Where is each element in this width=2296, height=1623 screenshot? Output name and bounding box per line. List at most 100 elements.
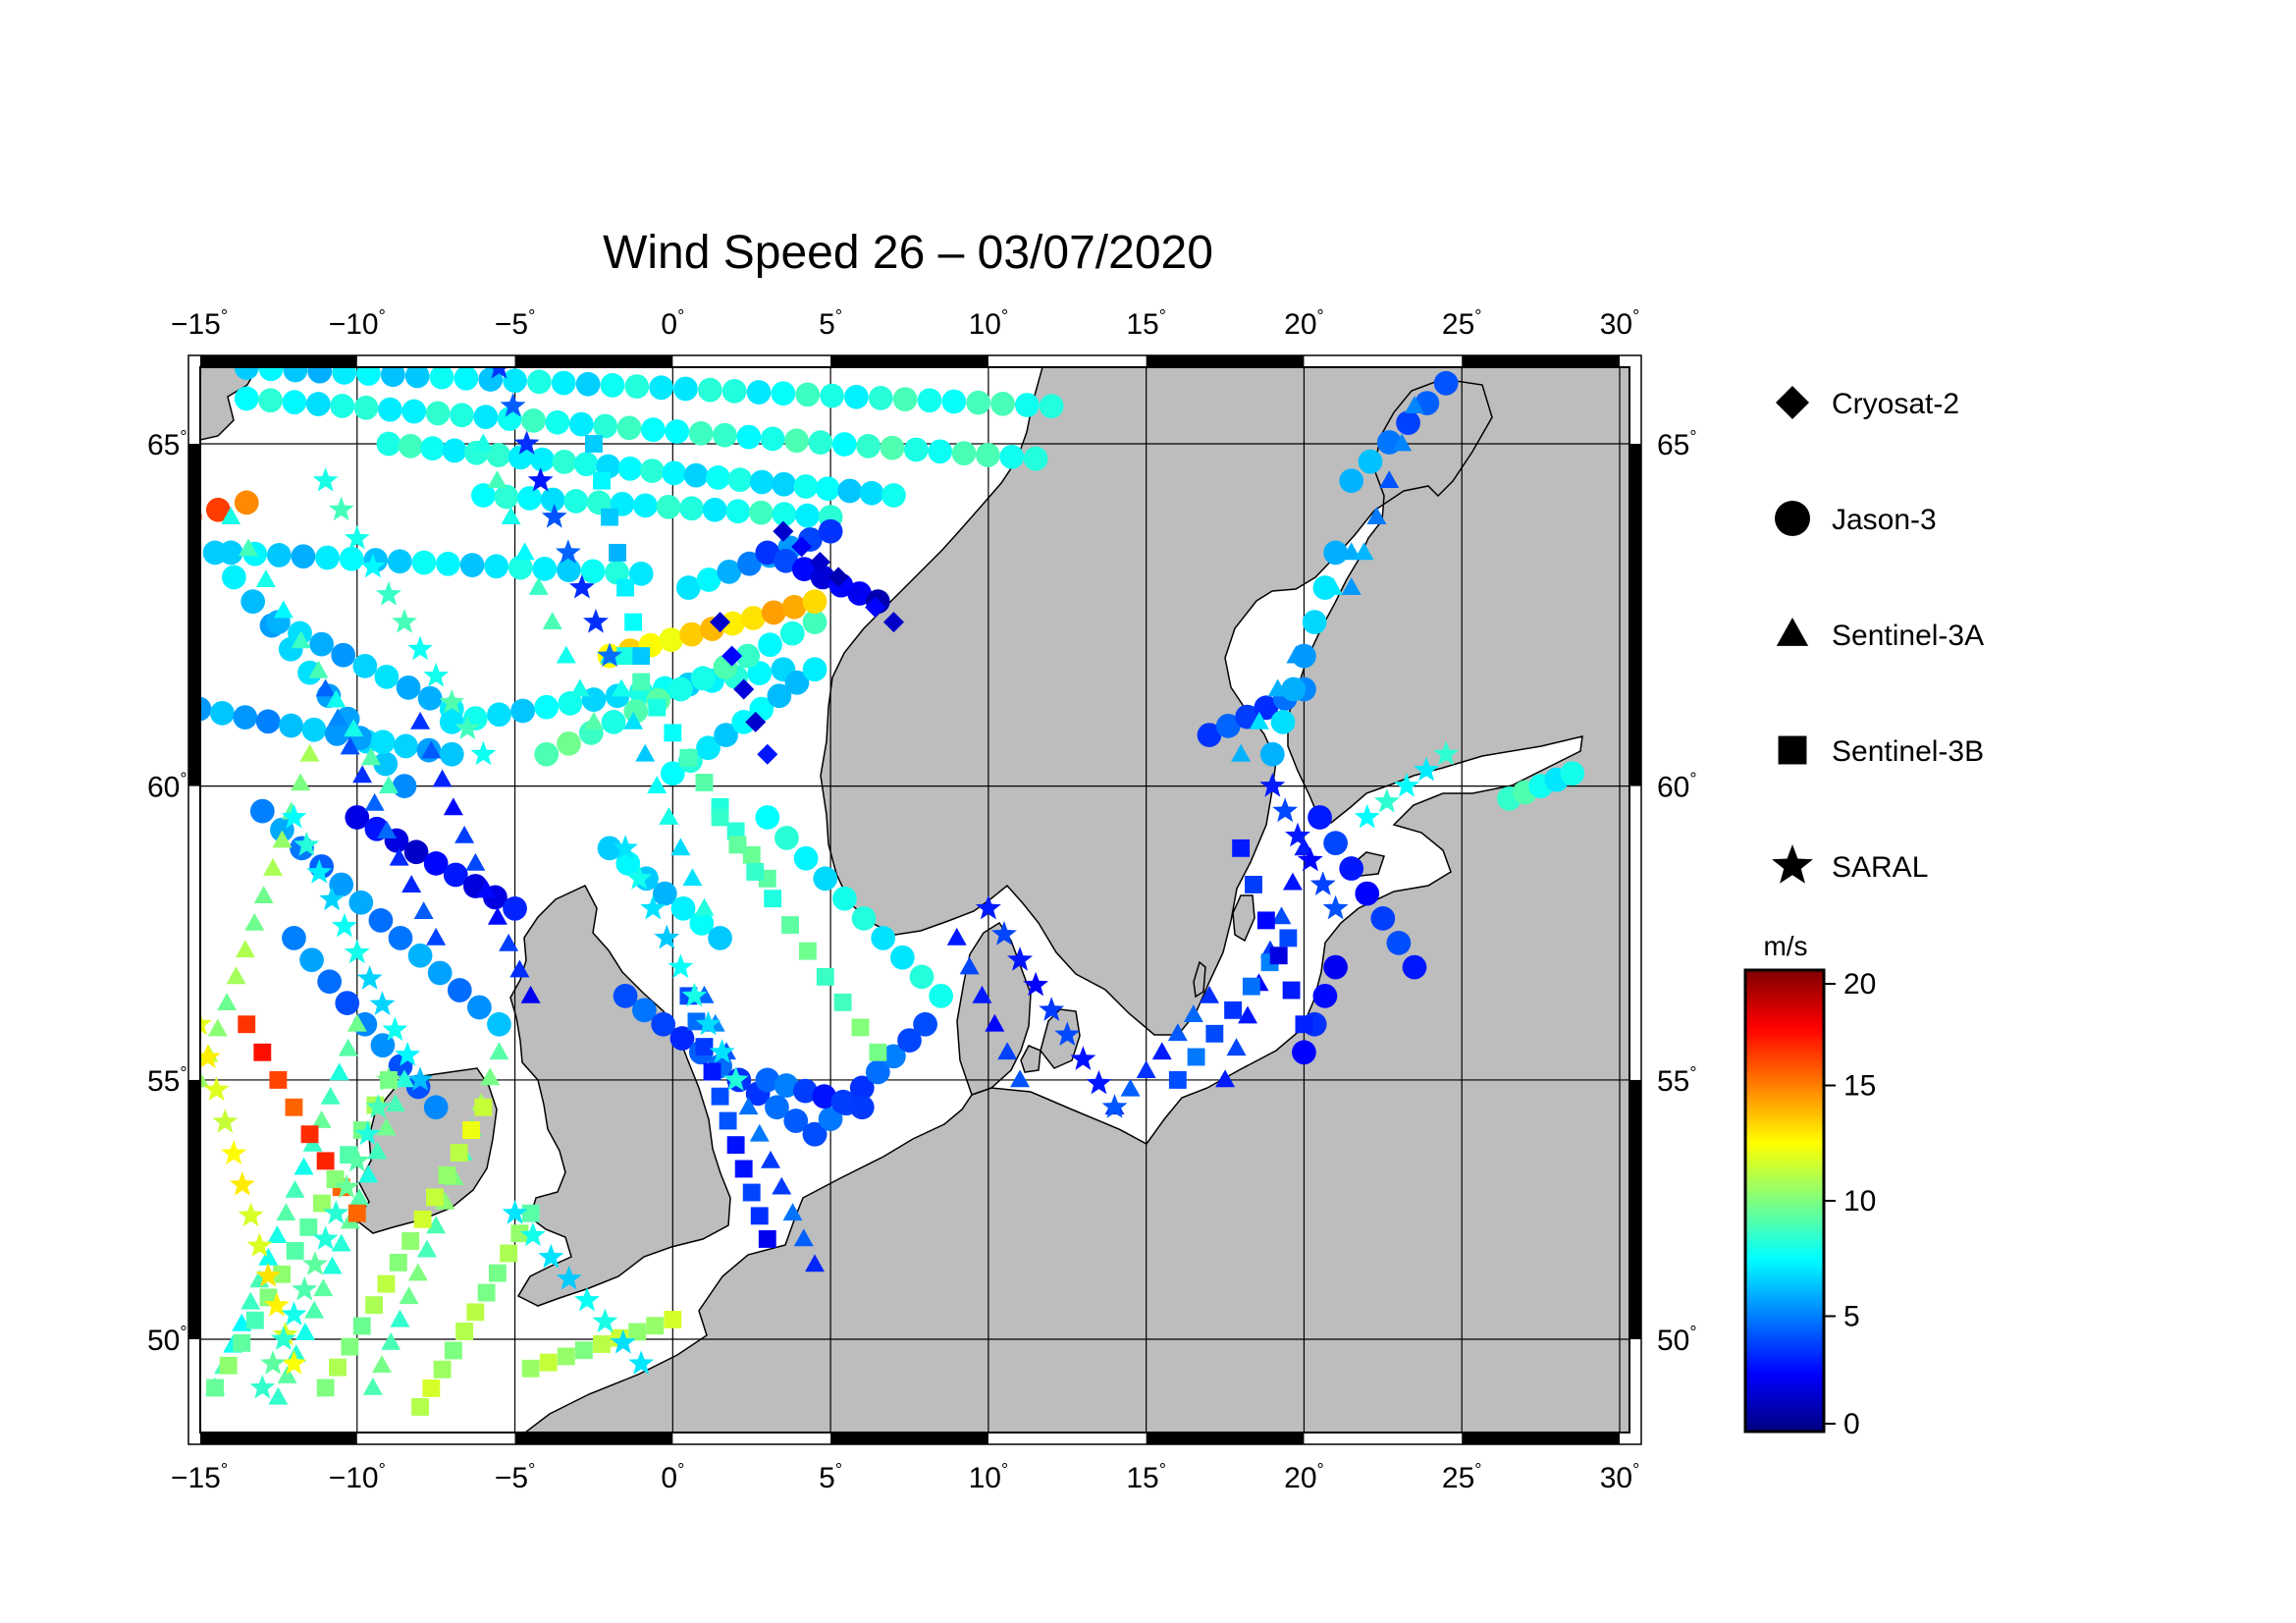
- data-point-circle: [772, 471, 796, 497]
- data-point-diamond: [828, 567, 849, 588]
- lat-tick-label-right: 55°: [1657, 1063, 1697, 1098]
- data-point-star: [1086, 1069, 1112, 1095]
- data-point-triangle: [272, 830, 293, 848]
- data-point-square: [488, 1264, 507, 1282]
- data-point-circle: [1323, 540, 1348, 566]
- data-point-circle: [1197, 723, 1222, 747]
- data-point-circle: [401, 399, 427, 424]
- lat-tick-label-right: 65°: [1657, 427, 1697, 461]
- data-point-circle: [315, 545, 340, 570]
- data-point-square: [413, 1210, 432, 1228]
- data-point-star: [369, 991, 396, 1016]
- data-point-triangle: [985, 1013, 1005, 1032]
- data-point-star: [359, 553, 386, 578]
- data-point-triangle: [1226, 1038, 1247, 1056]
- data-point-circle: [423, 851, 449, 876]
- data-point-triangle: [421, 740, 442, 759]
- data-point-circle: [234, 386, 259, 411]
- data-point-circle: [370, 730, 396, 755]
- data-point-circle: [795, 382, 821, 407]
- data-point-circle: [436, 551, 460, 576]
- data-point-square: [285, 1098, 303, 1116]
- data-point-star: [1272, 797, 1299, 823]
- data-point-star: [203, 1076, 230, 1102]
- data-point-circle: [557, 730, 581, 756]
- data-point-star: [500, 393, 526, 417]
- data-point-star: [423, 662, 450, 687]
- data-point-star: [574, 1286, 600, 1312]
- data-point-square: [1269, 947, 1288, 965]
- lat-tick-label-left: 55°: [147, 1063, 187, 1098]
- data-point-square: [539, 1353, 558, 1372]
- data-point-triangle: [997, 1042, 1018, 1060]
- data-point-circle: [411, 550, 437, 575]
- data-point-square: [347, 1204, 366, 1222]
- data-point-circle: [793, 845, 819, 871]
- data-point-triangle: [426, 1216, 447, 1234]
- data-point-triangle: [358, 1164, 379, 1183]
- data-point-circle: [889, 945, 915, 970]
- data-point-circle: [651, 1011, 676, 1037]
- data-point-circle: [623, 698, 649, 724]
- data-point-square: [695, 774, 714, 791]
- data-point-star: [354, 1120, 381, 1146]
- lon-tick-label-top: −15°: [171, 306, 228, 341]
- data-point-triangle: [694, 897, 715, 916]
- data-point-circle: [329, 872, 354, 897]
- data-point-star: [270, 1325, 296, 1351]
- data-point-square: [1295, 1015, 1313, 1034]
- data-point-star: [1259, 772, 1286, 797]
- legend-entry-label: SARAL: [1832, 851, 1928, 884]
- data-point-circle: [784, 428, 809, 454]
- data-point-circle: [881, 1044, 906, 1069]
- data-point-circle: [540, 487, 565, 513]
- data-point-triangle: [583, 711, 604, 730]
- data-point-circle: [765, 1095, 789, 1120]
- data-point-triangle: [480, 1067, 501, 1086]
- data-point-star: [555, 539, 581, 564]
- data-point-triangle: [761, 1150, 781, 1168]
- data-point-circle: [1323, 954, 1348, 980]
- data-point-circle: [1370, 906, 1396, 931]
- data-point-square: [616, 578, 635, 597]
- data-point-triangle: [959, 956, 980, 975]
- data-point-square: [679, 748, 698, 767]
- data-point-circle: [774, 1073, 799, 1098]
- data-point-star: [334, 1173, 359, 1199]
- data-point-circle: [976, 443, 1000, 467]
- land-zealand: [1040, 1008, 1081, 1069]
- frame-bar-top: [1462, 355, 1620, 367]
- map-title: Wind Speed 26 – 03/07/2020: [603, 227, 1213, 279]
- data-point-circle: [507, 445, 533, 470]
- data-point-circle: [450, 403, 474, 428]
- frame-bar-top: [830, 355, 988, 367]
- data-point-triangle: [315, 678, 336, 697]
- data-point-triangle: [1405, 396, 1424, 414]
- data-point-star: [331, 912, 357, 938]
- data-point-triangle: [1282, 872, 1303, 891]
- data-point-star: [519, 1221, 546, 1247]
- data-point-circle: [487, 1011, 511, 1037]
- data-point-circle: [442, 438, 467, 463]
- data-point-circle: [747, 661, 773, 685]
- data-point-square: [312, 1194, 331, 1213]
- data-point-triangle: [1341, 577, 1362, 595]
- data-point-circle: [892, 387, 918, 411]
- lon-tick-label-top: 0°: [661, 306, 684, 341]
- lon-tick-label-bottom: 10°: [969, 1460, 1009, 1494]
- data-point-circle: [761, 600, 786, 625]
- data-point-circle: [818, 518, 843, 544]
- data-point-circle: [1312, 983, 1338, 1008]
- data-point-square: [726, 1136, 745, 1155]
- data-point-circle: [398, 433, 423, 459]
- data-point-triangle: [793, 1228, 814, 1247]
- data-point-triangle: [367, 1141, 388, 1160]
- data-point-star: [1054, 1021, 1081, 1046]
- data-point-star: [212, 1109, 239, 1133]
- data-point-triangle: [313, 1278, 334, 1297]
- lat-tick-label-left: 65°: [147, 427, 187, 461]
- data-point-square: [433, 1360, 452, 1379]
- data-point-triangle: [395, 1069, 414, 1088]
- data-point-circle: [851, 906, 877, 931]
- data-point-star: [1285, 822, 1310, 847]
